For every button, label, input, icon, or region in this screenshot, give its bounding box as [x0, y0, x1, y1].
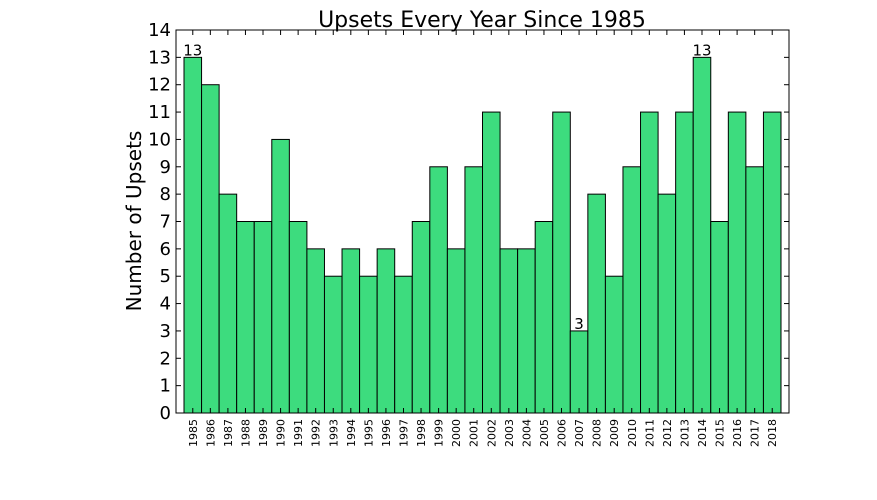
- y-tick-label: 3: [160, 321, 171, 342]
- x-tick-label: 1988: [239, 419, 252, 447]
- x-tick-label: 2011: [643, 419, 656, 447]
- annotations: 13 3 13: [183, 41, 711, 333]
- y-tick-label: 14: [148, 20, 171, 41]
- y-tick-label: 6: [160, 239, 171, 260]
- bar-1994: [341, 248, 361, 414]
- bar-1996: [376, 248, 396, 414]
- bar-1987: [218, 193, 238, 414]
- x-tick-label: 2000: [450, 419, 463, 447]
- bar-2006: [552, 111, 571, 414]
- x-tick-label: 2008: [591, 419, 604, 447]
- bar-1989: [253, 221, 273, 414]
- bar-2013: [675, 111, 694, 414]
- bar-1985: [183, 56, 203, 414]
- x-tick-label: 2001: [468, 419, 481, 447]
- x-tick-label: 1985: [187, 419, 200, 447]
- bar-2016: [727, 111, 747, 414]
- x-tick-label: 1994: [345, 419, 358, 447]
- y-tick-label: 1: [160, 376, 171, 397]
- bar-2018: [762, 111, 782, 414]
- x-tick-label: 2009: [608, 419, 621, 447]
- bar-annotation-1985: 13: [183, 41, 202, 59]
- x-tick-label: 2004: [520, 419, 533, 447]
- bar-1999: [429, 166, 448, 414]
- bar-2010: [622, 166, 642, 414]
- bar-2000: [446, 248, 466, 414]
- bar-1995: [359, 275, 378, 414]
- x-tick-label: 2010: [626, 419, 639, 447]
- y-tick-label: 13: [148, 47, 171, 68]
- y-tick-label: 7: [160, 212, 171, 233]
- x-tick-label: 1998: [415, 419, 428, 447]
- bar-annotation-2014: 13: [692, 41, 711, 59]
- x-tick-label: 2012: [661, 419, 674, 447]
- x-tick-label: 1986: [204, 419, 217, 447]
- bar-2008: [587, 193, 606, 414]
- bar-1997: [394, 275, 413, 414]
- bars-layer: [183, 56, 782, 414]
- x-ticks: 1985 1986 1987 1988 1989 1990 1991 1992 1993 1994…: [187, 30, 779, 447]
- bar-2011: [640, 111, 659, 414]
- x-tick-label: 2007: [573, 419, 586, 447]
- bar-annotation-2007: 3: [574, 315, 584, 333]
- bar-2012: [657, 193, 677, 414]
- x-tick-label: 2015: [714, 419, 727, 447]
- bar-1991: [288, 221, 308, 414]
- bar-2003: [499, 248, 519, 414]
- x-tick-label: 2002: [485, 419, 498, 447]
- plot-frame: [175, 29, 790, 414]
- x-tick-label: 1991: [292, 419, 305, 447]
- y-tick-label: 5: [160, 266, 171, 287]
- bar-2007: [569, 330, 589, 414]
- x-tick-label: 1987: [222, 419, 235, 447]
- x-tick-label: 1993: [327, 419, 340, 447]
- y-tick-label: 11: [148, 102, 171, 123]
- bar-2017: [745, 166, 764, 414]
- x-tick-label: 1990: [275, 419, 288, 447]
- x-tick-label: 1997: [397, 419, 410, 447]
- bar-2001: [464, 166, 483, 414]
- y-tick-label: 9: [160, 157, 171, 178]
- x-tick-label: 1989: [257, 419, 270, 447]
- x-tick-label: 2005: [538, 419, 551, 447]
- y-axis-label: Number of Upsets: [122, 131, 146, 312]
- bar-2015: [710, 221, 729, 414]
- bar-2004: [517, 248, 536, 414]
- bar-2005: [534, 221, 554, 414]
- x-tick-label: 1995: [362, 419, 375, 447]
- chart-title: Upsets Every Year Since 1985: [318, 8, 646, 33]
- x-tick-label: 1999: [433, 419, 446, 447]
- bar-1988: [236, 221, 255, 414]
- x-tick-label: 2013: [678, 419, 691, 447]
- y-tick-label: 4: [160, 294, 171, 315]
- x-tick-label: 2003: [503, 419, 516, 447]
- y-tick-label: 2: [160, 348, 171, 369]
- bar-1990: [271, 138, 290, 414]
- x-tick-label: 2018: [766, 419, 779, 447]
- x-tick-label: 2017: [749, 419, 762, 447]
- y-tick-label: 8: [160, 184, 171, 205]
- y-tick-label: 12: [148, 75, 171, 96]
- bar-2014: [692, 56, 712, 414]
- bar-2009: [604, 275, 624, 414]
- bar-2002: [482, 111, 501, 414]
- bar-1986: [201, 84, 220, 414]
- y-tick-label: 10: [148, 129, 171, 150]
- x-tick-label: 1992: [310, 419, 323, 447]
- bar-1993: [323, 275, 343, 414]
- x-tick-label: 2006: [556, 419, 569, 447]
- y-tick-label: 0: [160, 403, 171, 424]
- x-tick-label: 2014: [696, 419, 709, 447]
- bar-1998: [411, 221, 431, 414]
- x-tick-label: 2016: [731, 419, 744, 447]
- x-tick-label: 1996: [380, 419, 393, 447]
- bar-1992: [306, 248, 325, 414]
